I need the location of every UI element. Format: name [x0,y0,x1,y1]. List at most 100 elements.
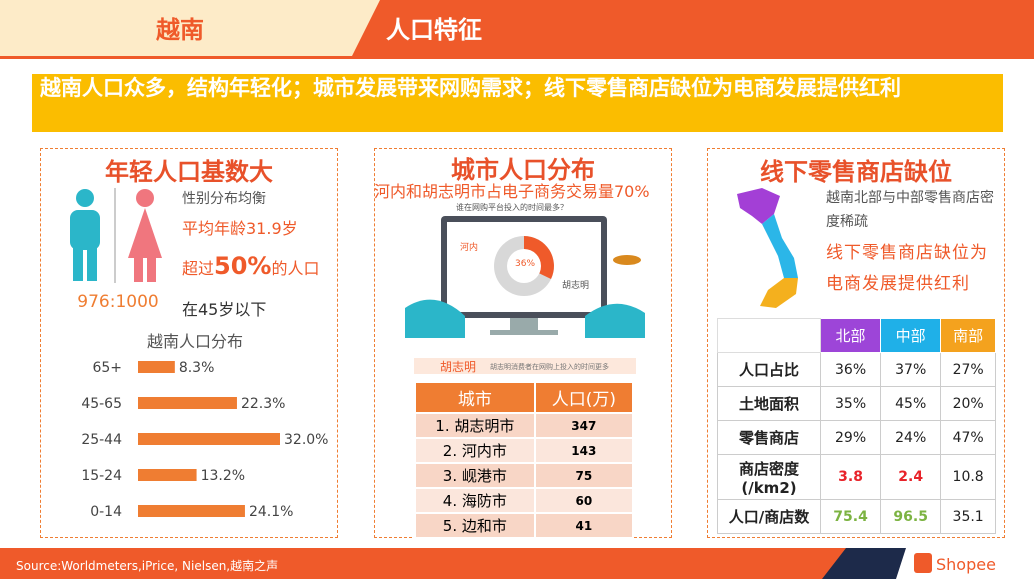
banner-title: 胡志明 [440,360,477,374]
note: 越南北部与中部零售商店密度稀疏 [826,190,994,230]
banner [414,358,636,374]
cell: 3. 岘港市 [414,462,536,489]
cell: 27% [940,352,996,387]
row-label: 人口/商店数 [717,499,821,534]
cell: 347 [533,412,635,439]
bar [138,433,280,445]
cell: 143 [533,437,635,464]
banner-note: 胡志明消费者在网购上投入的时间更多 [490,363,609,371]
region-table: 北部 中部 南部 人口占比 36% 37% 27% 土地面积 35% 45% 20% 零售商店 29% 2… [717,318,996,534]
value-label: 24.1% [249,504,293,520]
map [737,188,798,308]
highlight: 50% [214,252,272,280]
cell: 2.4 [880,454,942,500]
row: 2. 河内市 143 [414,437,635,464]
cell: 45% [880,386,942,421]
bar-chart: 65+ 8.3% 45-65 22.3% 25-44 32.0% 15-24 13.2% 0-1… [81,360,328,520]
panel-title: 城市人口分布 [451,156,595,184]
cell: 4. 海防市 [414,487,536,514]
column-header: 中部 [880,318,942,353]
cell: 37% [880,352,942,387]
illustration [405,216,645,338]
avg-age: 平均年龄31.9岁 [182,219,298,238]
row-label: 商店密度(/km2) [717,454,821,500]
row: 零售商店 29% 24% 47% [717,420,996,455]
cell: 20% [940,386,996,421]
gender-icon [70,188,162,283]
gender-note: 性别分布均衡 [182,191,266,207]
value-label: 8.3% [179,360,215,376]
category-label: 0-14 [90,504,122,520]
young-line: 在45岁以下 [182,300,267,319]
cell: 75 [533,462,635,489]
topic: 人口特征 [386,16,482,44]
category-label: 25-44 [81,432,122,448]
illustration-text: 胡志明 [562,281,590,291]
category-label: 65+ [92,360,122,376]
cell: 2. 河内市 [414,437,536,464]
row: 3. 岘港市 75 [414,462,635,489]
panel [707,148,1005,538]
corner [717,318,821,353]
row: 人口/商店数 75.4 96.5 35.1 [717,499,996,534]
bar [138,469,197,481]
cell: 96.5 [880,499,942,534]
cell: 47% [940,420,996,455]
cell: 75.4 [819,499,882,534]
cell: 24% [880,420,942,455]
cell: 5. 边和市 [414,512,536,539]
column-header: 城市 [414,381,536,414]
cell: 29% [819,420,882,455]
row-label: 人口占比 [717,352,821,387]
footer-band [0,548,1034,579]
chart-title: 越南人口分布 [146,332,243,351]
source: Source:Worldmeters,iPrice, Nielsen,越南之声 [16,559,279,573]
bar [138,505,245,517]
column-header: 人口(万) [533,381,635,414]
header-band [0,0,1034,59]
illustration-text: 河内 [460,243,479,253]
highlight-note: 线下零售商店缺位为电商发展提供红利 [826,243,988,294]
cell: 41 [533,512,635,539]
row: 1. 胡志明市 347 [414,412,635,439]
city-table: 城市 人口(万) 1. 胡志明市 347 2. 河内市 143 3. 岘港市 75 4. 海防市… [414,381,635,539]
cell: 10.8 [940,454,996,500]
cell: 35.1 [940,499,996,534]
headline: 越南人口众多，结构年轻化；城市发展带来网购需求；线下零售商店缺位为电商发展提供红… [32,74,1003,132]
text: 超过 [182,259,215,278]
cell: 36% [819,352,882,387]
ratio: 976:1000 [77,292,159,312]
column-header: 北部 [819,318,882,353]
bar [138,361,175,373]
cell: 60 [533,487,635,514]
row: 5. 边和市 41 [414,512,635,539]
cell: 3.8 [819,454,882,500]
value-label: 22.3% [241,396,285,412]
value-label: 13.2% [201,468,245,484]
illustration-text: 36% [515,259,536,269]
brand: Shopee [936,555,996,574]
row: 土地面积 35% 45% 20% [717,386,996,421]
text: 的人口 [271,259,320,278]
illustration-text: 谁在网购平台投入的时间最多？ [456,203,568,212]
header-row: 北部 中部 南部 [717,318,996,353]
panel-title: 年轻人口基数大 [105,158,273,186]
panel-title: 线下零售商店缺位 [760,158,952,186]
category-label: 45-65 [81,396,122,412]
category-label: 15-24 [81,468,122,484]
value-label: 32.0% [284,432,328,448]
row: 4. 海防市 60 [414,487,635,514]
row: 人口占比 36% 37% 27% [717,352,996,387]
row-label: 土地面积 [717,386,821,421]
region: 越南 [156,16,204,44]
row-label: 零售商店 [717,420,821,455]
cell: 1. 胡志明市 [414,412,536,439]
subtitle: 河内和胡志明市占电子商务交易量70% [374,182,650,201]
header-row: 城市 人口(万) [414,381,635,414]
cell: 35% [819,386,882,421]
row: 商店密度(/km2) 3.8 2.4 10.8 [717,454,996,500]
bar [138,397,237,409]
panel [40,148,338,538]
column-header: 南部 [940,318,996,353]
